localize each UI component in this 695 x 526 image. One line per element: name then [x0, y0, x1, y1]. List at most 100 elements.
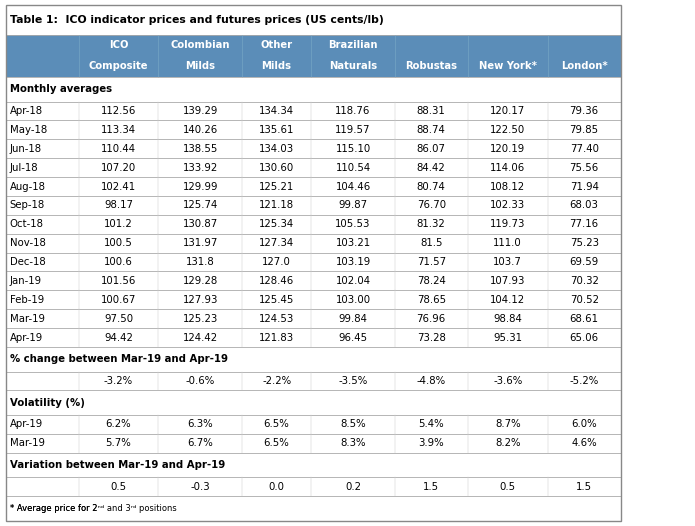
- Text: Milds: Milds: [261, 61, 292, 71]
- Bar: [6, 77, 621, 102]
- Text: 127.93: 127.93: [183, 295, 218, 305]
- Text: 125.34: 125.34: [259, 219, 294, 229]
- Text: 125.21: 125.21: [259, 181, 294, 191]
- Text: -2.2%: -2.2%: [262, 376, 291, 386]
- Bar: [6, 234, 621, 252]
- Text: 75.23: 75.23: [570, 238, 598, 248]
- Text: 121.83: 121.83: [259, 332, 294, 342]
- Text: 118.76: 118.76: [336, 106, 370, 116]
- Text: 115.10: 115.10: [336, 144, 370, 154]
- Text: 134.03: 134.03: [259, 144, 294, 154]
- Bar: [6, 434, 621, 453]
- Text: 139.29: 139.29: [183, 106, 218, 116]
- Text: Table 1:  ICO indicator prices and futures prices (US cents/lb): Table 1: ICO indicator prices and future…: [10, 15, 384, 25]
- Text: 104.12: 104.12: [490, 295, 525, 305]
- Bar: [6, 328, 621, 347]
- Text: 6.5%: 6.5%: [263, 419, 290, 429]
- Text: Jan-19: Jan-19: [10, 276, 42, 286]
- Bar: [6, 5, 621, 35]
- Text: Colombian: Colombian: [170, 41, 230, 50]
- Text: ICO: ICO: [108, 41, 129, 50]
- Text: 110.44: 110.44: [101, 144, 136, 154]
- Bar: [6, 371, 621, 390]
- Text: 71.94: 71.94: [570, 181, 598, 191]
- Text: Jul-18: Jul-18: [10, 163, 38, 173]
- Text: -5.2%: -5.2%: [569, 376, 599, 386]
- Text: * Average price for 2ⁿᵈ and 3ʳᵈ positions: * Average price for 2ⁿᵈ and 3ʳᵈ position…: [10, 504, 177, 513]
- Text: 65.06: 65.06: [570, 332, 598, 342]
- Text: 127.34: 127.34: [259, 238, 294, 248]
- Text: 1.5: 1.5: [576, 482, 592, 492]
- Text: 102.04: 102.04: [336, 276, 370, 286]
- Text: 79.36: 79.36: [570, 106, 598, 116]
- Text: 78.65: 78.65: [417, 295, 445, 305]
- Text: Nov-18: Nov-18: [10, 238, 46, 248]
- Text: Volatility (%): Volatility (%): [10, 398, 85, 408]
- Text: 88.74: 88.74: [417, 125, 445, 135]
- Text: Sep-18: Sep-18: [10, 200, 45, 210]
- Text: 88.31: 88.31: [417, 106, 445, 116]
- Text: 99.87: 99.87: [338, 200, 368, 210]
- Text: 0.2: 0.2: [345, 482, 361, 492]
- Bar: [6, 477, 621, 496]
- Text: 0.0: 0.0: [268, 482, 285, 492]
- Text: Robustas: Robustas: [405, 61, 457, 71]
- Text: 110.54: 110.54: [336, 163, 370, 173]
- Text: 113.34: 113.34: [101, 125, 136, 135]
- Bar: [6, 196, 621, 215]
- Text: 114.06: 114.06: [490, 163, 525, 173]
- Text: -3.2%: -3.2%: [104, 376, 133, 386]
- Text: 107.93: 107.93: [490, 276, 525, 286]
- Text: 8.7%: 8.7%: [495, 419, 521, 429]
- Text: Milds: Milds: [185, 61, 215, 71]
- Text: 129.28: 129.28: [183, 276, 218, 286]
- Text: 94.42: 94.42: [104, 332, 133, 342]
- Text: Naturals: Naturals: [329, 61, 377, 71]
- Text: 84.42: 84.42: [417, 163, 445, 173]
- Text: 102.33: 102.33: [490, 200, 525, 210]
- Text: 70.32: 70.32: [570, 276, 598, 286]
- Text: 120.19: 120.19: [490, 144, 525, 154]
- Text: 6.2%: 6.2%: [106, 419, 131, 429]
- Text: Apr-19: Apr-19: [10, 332, 43, 342]
- Text: 119.57: 119.57: [335, 125, 371, 135]
- Text: 81.5: 81.5: [420, 238, 443, 248]
- Text: 5.4%: 5.4%: [418, 419, 444, 429]
- Text: 103.19: 103.19: [336, 257, 370, 267]
- Bar: [6, 415, 621, 434]
- Bar: [6, 453, 621, 477]
- Text: 140.26: 140.26: [183, 125, 218, 135]
- Text: % change between Mar-19 and Apr-19: % change between Mar-19 and Apr-19: [10, 355, 228, 365]
- Text: 0.5: 0.5: [111, 482, 126, 492]
- Text: 1.5: 1.5: [423, 482, 439, 492]
- Text: 0.5: 0.5: [500, 482, 516, 492]
- Bar: [6, 290, 621, 309]
- Text: 121.18: 121.18: [259, 200, 294, 210]
- Text: 8.5%: 8.5%: [341, 419, 366, 429]
- Text: -0.6%: -0.6%: [186, 376, 215, 386]
- Bar: [6, 158, 621, 177]
- Text: 95.31: 95.31: [493, 332, 522, 342]
- Text: 130.87: 130.87: [183, 219, 218, 229]
- Text: 111.0: 111.0: [493, 238, 522, 248]
- Text: * Average price for 2: * Average price for 2: [10, 504, 97, 513]
- Text: 68.61: 68.61: [570, 313, 598, 323]
- Text: 100.67: 100.67: [101, 295, 136, 305]
- Bar: [6, 102, 621, 120]
- Text: Feb-19: Feb-19: [10, 295, 44, 305]
- Text: 4.6%: 4.6%: [571, 438, 597, 448]
- Text: Composite: Composite: [89, 61, 148, 71]
- Text: 8.2%: 8.2%: [495, 438, 521, 448]
- Text: 124.53: 124.53: [259, 313, 294, 323]
- Text: 5.7%: 5.7%: [106, 438, 131, 448]
- Text: 107.20: 107.20: [101, 163, 136, 173]
- Text: 124.42: 124.42: [183, 332, 218, 342]
- Text: 80.74: 80.74: [417, 181, 445, 191]
- Text: Variation between Mar-19 and Apr-19: Variation between Mar-19 and Apr-19: [10, 460, 225, 470]
- Text: 96.45: 96.45: [338, 332, 368, 342]
- Text: 100.6: 100.6: [104, 257, 133, 267]
- Text: 138.55: 138.55: [183, 144, 218, 154]
- Text: 76.70: 76.70: [417, 200, 445, 210]
- Text: Apr-19: Apr-19: [10, 419, 43, 429]
- Text: 122.50: 122.50: [490, 125, 525, 135]
